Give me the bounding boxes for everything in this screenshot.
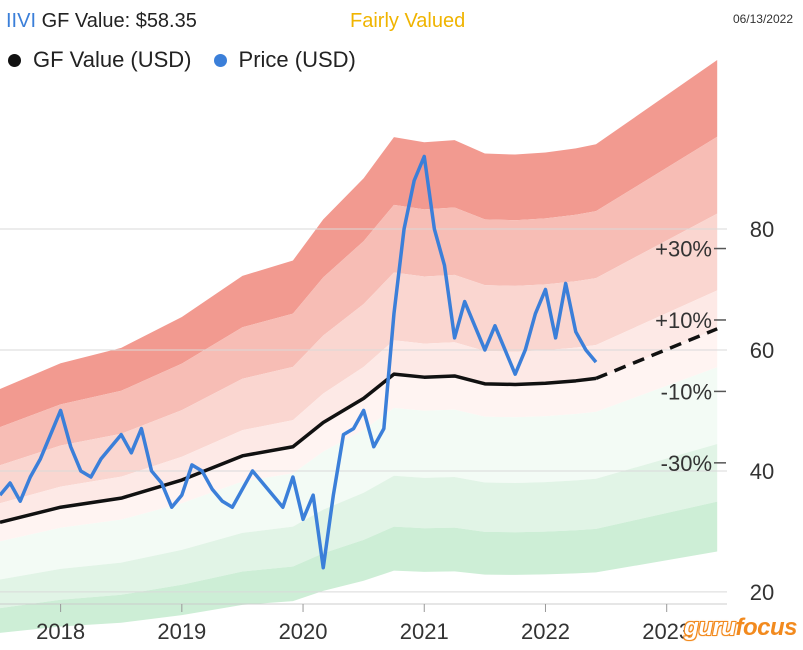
legend-marker-gf-value	[8, 53, 21, 67]
legend: GF Value (USD) Price (USD)	[8, 47, 378, 73]
valuation-band-1	[0, 136, 718, 466]
valuation-band-4	[0, 328, 718, 542]
valuation-band-5	[0, 367, 718, 580]
gf-value-series	[0, 327, 718, 525]
legend-label-price: Price (USD)	[238, 47, 356, 72]
legend-marker-price	[213, 53, 227, 67]
valuation-bands	[0, 59, 718, 633]
logo-part-focus: focus	[735, 614, 797, 641]
logo-part-guru: guru	[684, 614, 736, 641]
x-tick-label-2019: 2019	[157, 619, 206, 644]
valuation-band-2	[0, 213, 718, 504]
chart-title: IIVI GF Value: $58.35	[6, 10, 197, 33]
x-tick-label-2023: 2023	[642, 619, 691, 644]
ticker-symbol[interactable]: IIVI	[6, 10, 37, 32]
valuation-status: Fairly Valued	[350, 10, 466, 32]
y-tick-label-80: 80	[750, 217, 774, 242]
axes: 20 40 60 80 2018 2019 2020 2021 2022 2023	[0, 217, 774, 644]
price-series	[0, 154, 598, 570]
legend-label-gf-value: GF Value (USD)	[33, 47, 192, 72]
gurufocus-logo: gurufocus	[684, 614, 797, 642]
y-tick-label-60: 60	[750, 338, 774, 363]
gf-value-projection-line	[595, 327, 718, 381]
band-label-2: -10%	[661, 379, 712, 404]
grid-lines	[0, 228, 727, 593]
legend-item-price[interactable]: Price (USD)	[213, 47, 356, 73]
valuation-band-7	[0, 501, 718, 633]
x-tick-label-2018: 2018	[36, 619, 85, 644]
as-of-date: 06/13/2022	[732, 12, 793, 26]
price-line	[0, 154, 598, 570]
valuation-band-6	[0, 444, 718, 609]
x-tick-label-2022: 2022	[521, 619, 570, 644]
x-tick-label-2020: 2020	[279, 619, 328, 644]
y-tick-label-40: 40	[750, 459, 774, 484]
valuation-band-0	[0, 59, 718, 428]
x-tick-label-2021: 2021	[400, 619, 449, 644]
band-label-1: +10%	[655, 308, 712, 333]
band-label-3: -30%	[661, 451, 712, 476]
valuation-band-3	[0, 290, 718, 523]
gf-value-line	[0, 372, 597, 525]
legend-item-gf-value[interactable]: GF Value (USD)	[8, 47, 192, 73]
gf-value-label: GF Value: $58.35	[41, 10, 197, 32]
y-tick-label-20: 20	[750, 580, 774, 605]
band-labels: +30% +10% -10% -30%	[655, 237, 726, 476]
chart-header: IIVI GF Value: $58.35 Fairly Valued 06/1…	[0, 0, 803, 100]
band-label-0: +30%	[655, 237, 712, 262]
